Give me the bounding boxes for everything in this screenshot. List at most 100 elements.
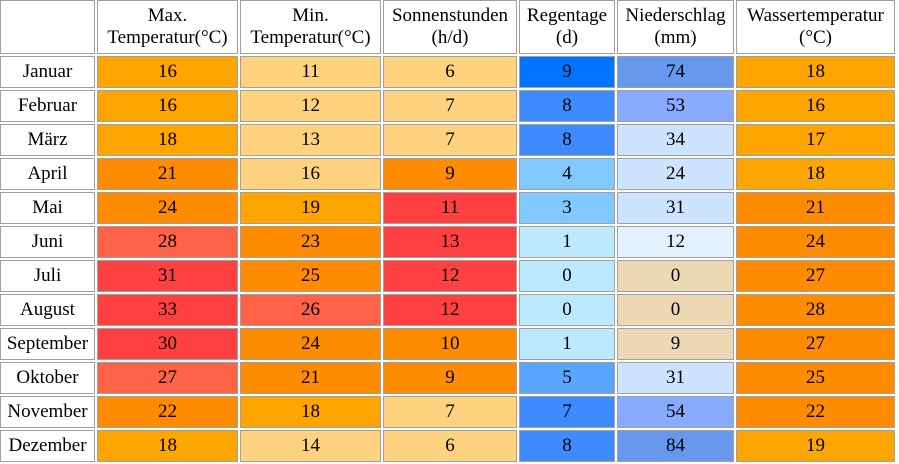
value-cell: 1: [519, 226, 615, 258]
header-row: Max. Temperatur(°C) Min. Temperatur(°C) So…: [0, 0, 895, 54]
value-cell: 34: [617, 124, 734, 156]
month-label: Juli: [0, 260, 95, 292]
value-cell: 9: [383, 158, 517, 190]
value-cell: 24: [97, 192, 238, 224]
table-row: September 30 24 10 1 9 27: [0, 328, 895, 360]
col-header-precipitation: Niederschlag (mm): [617, 0, 734, 54]
value-cell: 18: [736, 158, 895, 190]
value-cell: 54: [617, 396, 734, 428]
value-cell: 1: [519, 328, 615, 360]
value-cell: 9: [519, 56, 615, 88]
value-cell: 0: [617, 260, 734, 292]
value-cell: 13: [240, 124, 381, 156]
corner-cell: [0, 0, 95, 54]
value-cell: 8: [519, 124, 615, 156]
value-cell: 19: [240, 192, 381, 224]
month-label: Mai: [0, 192, 95, 224]
value-cell: 8: [519, 90, 615, 122]
table-row: April 21 16 9 4 24 18: [0, 158, 895, 190]
value-cell: 26: [240, 294, 381, 326]
value-cell: 24: [240, 328, 381, 360]
table-row: März 18 13 7 8 34 17: [0, 124, 895, 156]
value-cell: 6: [383, 56, 517, 88]
table-row: Januar 16 11 6 9 74 18: [0, 56, 895, 88]
value-cell: 12: [617, 226, 734, 258]
value-cell: 14: [240, 430, 381, 462]
month-label: März: [0, 124, 95, 156]
value-cell: 25: [240, 260, 381, 292]
value-cell: 0: [617, 294, 734, 326]
table-row: Dezember 18 14 6 8 84 19: [0, 430, 895, 462]
month-label: Januar: [0, 56, 95, 88]
value-cell: 22: [97, 396, 238, 428]
value-cell: 18: [97, 124, 238, 156]
value-cell: 3: [519, 192, 615, 224]
table-row: Juli 31 25 12 0 0 27: [0, 260, 895, 292]
col-header-max-temp: Max. Temperatur(°C): [97, 0, 238, 54]
value-cell: 6: [383, 430, 517, 462]
value-cell: 16: [736, 90, 895, 122]
value-cell: 31: [617, 362, 734, 394]
value-cell: 21: [240, 362, 381, 394]
value-cell: 5: [519, 362, 615, 394]
col-header-rain-days: Regentage (d): [519, 0, 615, 54]
value-cell: 13: [383, 226, 517, 258]
value-cell: 19: [736, 430, 895, 462]
value-cell: 28: [97, 226, 238, 258]
value-cell: 27: [736, 260, 895, 292]
month-label: November: [0, 396, 95, 428]
value-cell: 4: [519, 158, 615, 190]
value-cell: 22: [736, 396, 895, 428]
table-row: Oktober 27 21 9 5 31 25: [0, 362, 895, 394]
table-row: Juni 28 23 13 1 12 24: [0, 226, 895, 258]
value-cell: 21: [736, 192, 895, 224]
value-cell: 16: [240, 158, 381, 190]
value-cell: 11: [383, 192, 517, 224]
value-cell: 24: [736, 226, 895, 258]
value-cell: 84: [617, 430, 734, 462]
value-cell: 27: [736, 328, 895, 360]
value-cell: 16: [97, 90, 238, 122]
value-cell: 12: [240, 90, 381, 122]
value-cell: 18: [97, 430, 238, 462]
value-cell: 7: [383, 90, 517, 122]
col-header-water-temp: Wassertemperatur (°C): [736, 0, 895, 54]
value-cell: 7: [383, 396, 517, 428]
table-row: November 22 18 7 7 54 22: [0, 396, 895, 428]
value-cell: 21: [97, 158, 238, 190]
table-row: Februar 16 12 7 8 53 16: [0, 90, 895, 122]
value-cell: 31: [617, 192, 734, 224]
month-label: Februar: [0, 90, 95, 122]
value-cell: 11: [240, 56, 381, 88]
month-label: Oktober: [0, 362, 95, 394]
value-cell: 28: [736, 294, 895, 326]
value-cell: 18: [240, 396, 381, 428]
value-cell: 33: [97, 294, 238, 326]
value-cell: 30: [97, 328, 238, 360]
table-row: Mai 24 19 11 3 31 21: [0, 192, 895, 224]
month-label: Dezember: [0, 430, 95, 462]
value-cell: 24: [617, 158, 734, 190]
value-cell: 7: [383, 124, 517, 156]
month-label: April: [0, 158, 95, 190]
value-cell: 7: [519, 396, 615, 428]
value-cell: 8: [519, 430, 615, 462]
value-cell: 23: [240, 226, 381, 258]
value-cell: 27: [97, 362, 238, 394]
value-cell: 12: [383, 294, 517, 326]
table-row: August 33 26 12 0 0 28: [0, 294, 895, 326]
month-label: Juni: [0, 226, 95, 258]
value-cell: 53: [617, 90, 734, 122]
value-cell: 9: [617, 328, 734, 360]
col-header-min-temp: Min. Temperatur(°C): [240, 0, 381, 54]
table-body: Januar 16 11 6 9 74 18 Februar 16 12 7 8 53 16 März 18 1…: [0, 56, 895, 462]
value-cell: 17: [736, 124, 895, 156]
value-cell: 16: [97, 56, 238, 88]
value-cell: 9: [383, 362, 517, 394]
value-cell: 10: [383, 328, 517, 360]
month-label: August: [0, 294, 95, 326]
value-cell: 18: [736, 56, 895, 88]
col-header-sunshine: Sonnenstunden (h/d): [383, 0, 517, 54]
value-cell: 25: [736, 362, 895, 394]
